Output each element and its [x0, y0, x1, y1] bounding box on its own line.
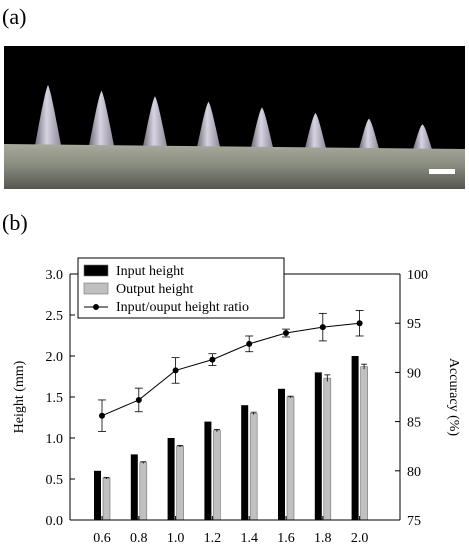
y2-tick-label: 80 [407, 465, 421, 480]
height-accuracy-chart: 0.0 0.5 1.0 1.5 2.0 2.5 3.0 75 80 85 90 95 100 0.6 0.8… [12, 257, 461, 546]
y2-tick-label: 85 [407, 416, 421, 431]
output-height-bar [249, 413, 258, 521]
x-tick-label: 0.8 [130, 531, 148, 546]
y2-tick-label: 95 [407, 317, 421, 332]
legend-swatch [83, 264, 109, 277]
y2-tick-label: 100 [407, 268, 428, 283]
ratio-point [356, 320, 363, 327]
x-tick-label: 1.0 [167, 531, 185, 546]
ratio-point [246, 340, 253, 347]
panel-label-a: (a) [2, 4, 27, 29]
x-tick-label: 1.8 [314, 531, 332, 546]
output-height-bar [139, 462, 148, 521]
output-height-bar [213, 430, 221, 521]
legend-marker [93, 304, 99, 310]
x-tick-label: 1.4 [240, 531, 258, 546]
legend-entry: Input height [116, 264, 184, 279]
needle-group [35, 85, 432, 150]
input-height-bar [94, 470, 101, 520]
ratio-point [135, 396, 142, 403]
x-tick-label: 0.6 [93, 531, 111, 546]
microneedle-array-photo [4, 46, 465, 189]
microneedle [359, 118, 379, 149]
output-height-bar [176, 445, 184, 521]
input-height-bar [167, 438, 175, 520]
legend-entry: Output height [116, 282, 193, 297]
x-tick-label: 2.0 [351, 531, 369, 546]
ratio-point [319, 324, 326, 331]
legend-swatch [83, 282, 109, 295]
y-tick-label: 1.5 [46, 391, 64, 406]
microneedle [35, 85, 61, 145]
y-tick-label: 1.0 [46, 432, 64, 447]
microneedle [197, 101, 220, 147]
y-tick-label: 2.0 [46, 350, 64, 365]
legend: Input height Output height Input/ouput hei… [77, 257, 285, 319]
y-axis-label: Height (mm) [12, 360, 27, 433]
ratio-point [283, 330, 289, 337]
legend-entry: Input/ouput height ratio [116, 300, 249, 315]
output-height-bar [323, 377, 332, 521]
scale-bar [429, 169, 455, 174]
ratio-point [209, 356, 216, 363]
output-height-bar [102, 477, 111, 521]
input-height-bar [314, 372, 322, 520]
output-height-bar [286, 396, 295, 521]
y-tick-label: 3.0 [46, 268, 64, 283]
y2-tick-label: 75 [407, 514, 421, 529]
ratio-point [99, 412, 105, 419]
y2-axis-label: Accuracy (%) [446, 358, 461, 436]
substrate-base [4, 144, 465, 189]
legend-box [77, 257, 285, 319]
x-tick-label: 1.2 [204, 531, 222, 546]
microneedle [89, 90, 114, 146]
input-height-bar [351, 356, 359, 520]
input-height-bar [241, 405, 249, 520]
microneedle [251, 107, 273, 148]
y-tick-label: 2.5 [46, 309, 64, 324]
ratio-point [172, 367, 179, 374]
y-tick-label: 0.0 [46, 514, 64, 529]
y2-tick-label: 90 [407, 366, 421, 381]
panel-label-b: (b) [2, 210, 28, 235]
microneedle [143, 96, 167, 147]
ratio-line [101, 322, 360, 417]
x-tick-label: 1.6 [277, 531, 295, 546]
y-tick-label: 0.5 [46, 473, 64, 488]
microneedle [413, 124, 432, 150]
input-height-bar [204, 421, 212, 520]
input-height-bar [130, 454, 138, 520]
input-height-bar [278, 388, 285, 520]
microneedle [305, 113, 326, 148]
output-height-bar [360, 366, 368, 521]
